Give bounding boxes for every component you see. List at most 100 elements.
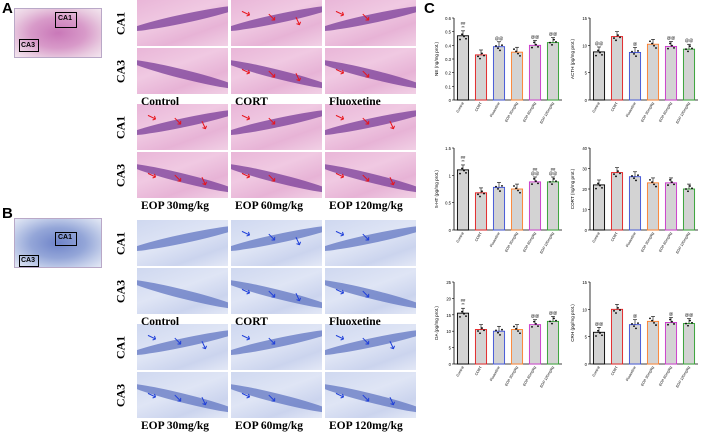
- y-tick-label: 40: [582, 146, 587, 151]
- data-point: [551, 183, 553, 186]
- arrow-icon: →: [238, 224, 254, 242]
- cell-layer-band: [137, 222, 228, 255]
- nissl-ca1-micrograph-4: → → →: [137, 324, 228, 370]
- significance-marker: **: [461, 159, 465, 164]
- y-tick-label: 15: [582, 280, 587, 285]
- y-tick-label: 0.2: [445, 71, 451, 76]
- y-tick-label: 10: [582, 43, 587, 48]
- bar-4: [510, 329, 524, 365]
- data-point: [535, 322, 537, 325]
- group-label: EOP 30mg/kg: [141, 420, 210, 432]
- data-point: [619, 172, 621, 175]
- bar-6: [682, 323, 696, 365]
- data-point: [555, 319, 557, 322]
- data-point: [617, 170, 619, 173]
- data-point: [481, 52, 483, 55]
- category-label: Control: [456, 365, 465, 377]
- data-point: [685, 322, 687, 325]
- category-label: Control: [592, 101, 601, 113]
- ca1-row-label: CA1: [113, 231, 128, 256]
- arrow-icon: →: [332, 224, 348, 242]
- data-point: [553, 38, 555, 41]
- data-point: [691, 47, 693, 50]
- category-label: EOP 60mg/kg: [522, 232, 537, 253]
- y-tick-label: 10: [582, 307, 587, 312]
- category-label: EOP 120mg/kg: [539, 232, 555, 255]
- group-label: Control: [141, 96, 180, 108]
- significance-marker: @@: [495, 36, 504, 41]
- bar-5: [528, 44, 542, 101]
- significance-marker: @@: [549, 310, 558, 315]
- bar-3: [628, 176, 642, 231]
- data-point: [549, 320, 551, 323]
- data-point: [635, 327, 637, 330]
- significance-marker: **: [461, 302, 465, 307]
- category-label: Fluoxetine: [625, 102, 637, 118]
- group-label: Fluoxetine: [329, 96, 381, 108]
- significance-marker: @@: [667, 36, 676, 41]
- bar-5: [528, 181, 542, 231]
- arrow-icon: →: [332, 4, 348, 22]
- data-point: [459, 172, 461, 175]
- bar-chart-6: 0 5 10 15 CRH (pg/mg prot.) @@ Control CORT @ Flu…: [570, 280, 698, 389]
- significance-marker: @@: [531, 34, 540, 39]
- data-point: [613, 173, 615, 175]
- data-point: [599, 51, 601, 54]
- data-point: [465, 37, 467, 40]
- data-point: [553, 317, 555, 320]
- ca3-region-box: [19, 255, 39, 267]
- significance-marker: @: [669, 312, 673, 317]
- data-point: [673, 183, 675, 186]
- he-ca1-micrograph-3: → →: [325, 0, 416, 46]
- data-point: [691, 321, 693, 324]
- y-tick-label: 0: [449, 362, 452, 367]
- data-point: [691, 187, 693, 190]
- y-tick-label: 0: [585, 228, 588, 233]
- data-point: [633, 53, 635, 55]
- group-label: EOP 30mg/kg: [141, 200, 210, 212]
- arrow-icon: →: [144, 328, 160, 346]
- arrow-icon: →: [144, 108, 160, 126]
- data-point: [595, 187, 597, 190]
- y-tick-label: 0: [585, 362, 588, 367]
- data-point: [501, 328, 503, 331]
- data-point: [531, 325, 533, 328]
- data-point: [477, 193, 479, 196]
- y-tick-label: 0: [449, 98, 452, 103]
- nissl-ca1-micrograph-2: → → →: [231, 220, 322, 266]
- bar-3: [492, 186, 506, 231]
- bar-chart-5: 0 5 10 15 20 25 DA (pg/mg prot.) ##** Control COR…: [434, 280, 562, 389]
- data-point: [519, 54, 521, 57]
- category-label: EOP 60mg/kg: [522, 102, 537, 123]
- group-label: EOP 60mg/kg: [235, 420, 304, 432]
- data-point: [459, 315, 461, 318]
- y-tick-label: 25: [446, 280, 451, 285]
- significance-marker: **: [461, 25, 465, 30]
- panel-label-c: C: [424, 0, 435, 17]
- cell-layer-band: [137, 56, 228, 93]
- data-point: [669, 178, 671, 181]
- bar-6: [682, 48, 696, 101]
- bar-chart-4: 0 10 20 30 40 CORT (ng/mg prot.) Control CORT Fl…: [570, 146, 698, 255]
- category-label: EOP 30mg/kg: [640, 102, 655, 123]
- data-point: [533, 41, 535, 44]
- category-label: Fluoxetine: [625, 232, 637, 248]
- ca1-row-label: CA1: [113, 115, 128, 140]
- data-point: [535, 180, 537, 183]
- data-point: [637, 174, 639, 177]
- data-point: [649, 40, 651, 43]
- y-tick-label: 1.5: [445, 146, 451, 151]
- nissl-ca3-micrograph-5: → →: [231, 372, 322, 418]
- data-point: [479, 332, 481, 335]
- data-point: [631, 322, 633, 325]
- significance-marker: @@: [685, 313, 694, 318]
- data-point: [615, 175, 617, 178]
- group-label: EOP 120mg/kg: [329, 200, 403, 212]
- data-point: [479, 195, 481, 198]
- bar-2: [474, 329, 488, 365]
- data-point: [551, 43, 553, 46]
- data-point: [669, 42, 671, 45]
- data-point: [597, 49, 599, 52]
- group-label: CORT: [235, 316, 268, 328]
- he-ca3-micrograph-2: → → →: [231, 48, 322, 94]
